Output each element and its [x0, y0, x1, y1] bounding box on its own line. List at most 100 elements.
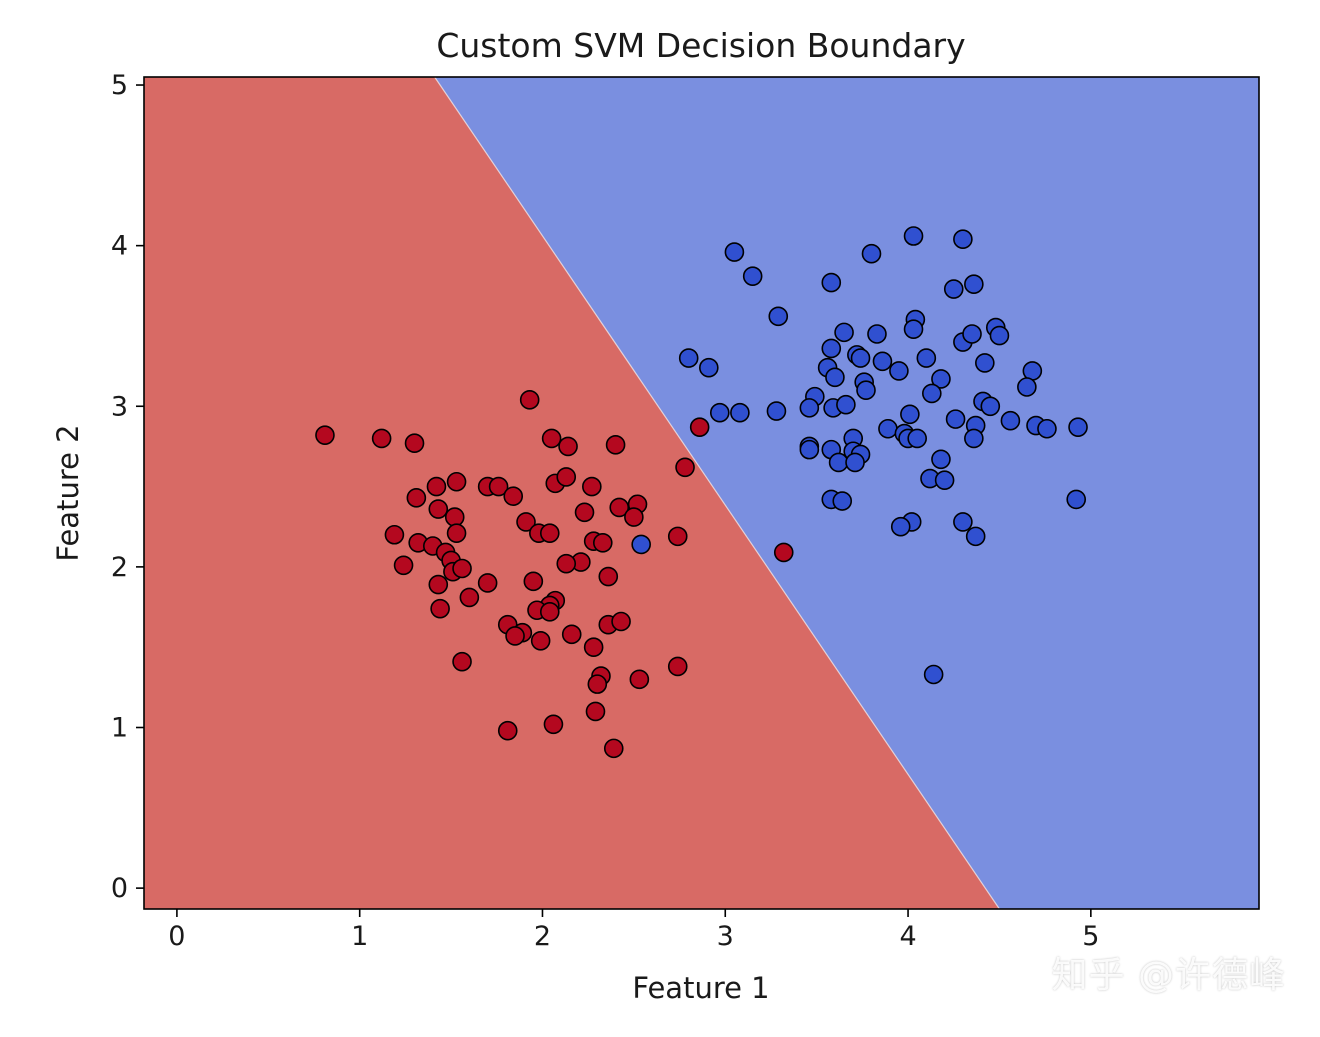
x-tick-label: 0 — [168, 921, 185, 952]
data-point — [931, 449, 951, 470]
data-point — [867, 324, 887, 344]
data-point — [724, 242, 745, 262]
data-point — [497, 720, 518, 741]
data-point — [452, 558, 472, 579]
data-point — [505, 626, 525, 646]
data-point — [872, 351, 893, 372]
x-tick-label: 5 — [1082, 921, 1099, 952]
data-point — [845, 452, 865, 473]
data-point — [477, 573, 498, 593]
data-point — [488, 476, 509, 497]
data-point — [878, 418, 898, 439]
data-point — [428, 499, 449, 519]
data-point — [821, 272, 842, 293]
data-point — [903, 226, 924, 246]
data-point — [965, 526, 986, 547]
data-point — [889, 361, 909, 381]
data-point — [444, 507, 465, 527]
data-point — [821, 338, 842, 359]
data-point — [605, 435, 626, 455]
data-point — [922, 383, 942, 404]
data-point — [667, 526, 688, 547]
data-point — [850, 348, 871, 368]
x-tick-label: 1 — [351, 921, 368, 952]
data-point — [541, 428, 562, 449]
data-point — [393, 555, 414, 576]
data-point — [582, 476, 602, 497]
data-point — [1037, 418, 1057, 439]
data-point — [689, 417, 710, 437]
data-point — [406, 488, 427, 508]
data-point — [592, 532, 613, 553]
data-point — [556, 553, 577, 574]
watermark-text: 知乎 @许德峰 — [1051, 955, 1286, 996]
x-tick-label: 3 — [717, 921, 734, 952]
data-point — [558, 436, 578, 457]
data-point — [861, 243, 882, 264]
data-point — [945, 409, 966, 429]
axes: 0 1 2 3 4 5 0 1 2 3 4 5 — [111, 70, 1260, 952]
data-point — [980, 396, 1001, 417]
y-tick-label: 2 — [111, 552, 128, 583]
data-point — [836, 394, 856, 415]
data-point — [953, 229, 973, 250]
x-tick-label: 4 — [899, 921, 916, 952]
y-tick-label: 3 — [111, 391, 128, 422]
data-point — [975, 353, 995, 373]
data-point — [430, 598, 450, 619]
series-red — [315, 390, 794, 759]
data-point — [678, 348, 699, 368]
data-point — [1017, 377, 1037, 397]
data-point — [768, 306, 789, 327]
data-point — [890, 516, 911, 537]
data-point — [426, 476, 447, 497]
x-tick-label: 2 — [534, 921, 551, 952]
data-point — [556, 467, 577, 487]
data-point — [834, 322, 854, 343]
y-tick-label: 5 — [111, 70, 128, 101]
series-blue — [631, 226, 1088, 685]
data-point — [699, 357, 719, 378]
data-point — [828, 452, 849, 473]
data-point — [856, 380, 876, 401]
data-point — [446, 471, 467, 492]
data-point — [1000, 410, 1021, 431]
data-point — [709, 402, 730, 423]
data-point — [452, 651, 472, 672]
data-point — [574, 502, 595, 523]
data-point — [585, 701, 606, 722]
data-point — [825, 367, 845, 388]
data-point — [903, 319, 924, 339]
data-point — [1068, 417, 1088, 437]
y-tick-label: 4 — [111, 231, 128, 262]
data-point — [631, 534, 651, 555]
data-point — [539, 523, 560, 543]
data-point — [943, 279, 964, 299]
data-point — [530, 630, 551, 651]
data-point — [603, 738, 624, 759]
data-point — [964, 274, 984, 294]
data-point — [428, 574, 449, 595]
plot-area — [144, 76, 1259, 910]
data-point — [1066, 489, 1087, 510]
data-point — [766, 401, 787, 421]
data-point — [629, 669, 650, 690]
data-point — [609, 497, 630, 518]
data-point — [561, 624, 582, 645]
data-point — [315, 425, 335, 445]
decision-boundary-line — [434, 76, 1000, 910]
data-point — [934, 470, 955, 490]
data-point — [543, 714, 564, 735]
axes-frame — [143, 76, 1260, 910]
data-point — [832, 491, 853, 511]
data-point — [799, 398, 820, 418]
data-point — [964, 428, 984, 449]
data-point — [916, 348, 937, 368]
data-point — [907, 428, 927, 449]
data-point — [516, 512, 536, 532]
data-point — [446, 523, 467, 543]
region-class-red — [144, 77, 1000, 909]
data-point — [962, 324, 982, 344]
data-point — [459, 587, 480, 608]
chart-title: Custom SVM Decision Boundary — [436, 26, 965, 65]
